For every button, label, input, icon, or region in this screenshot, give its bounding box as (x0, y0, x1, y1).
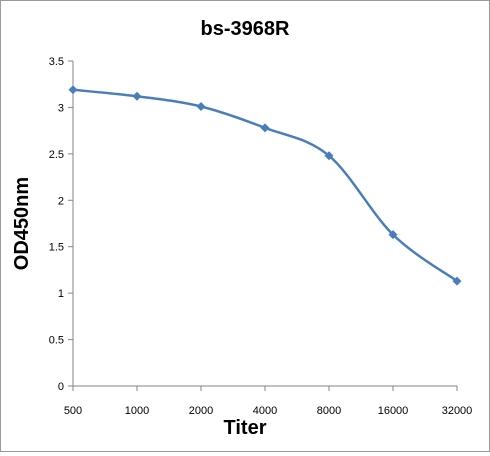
x-tick-label: 8000 (317, 405, 341, 417)
y-tick-label: 3 (58, 102, 64, 114)
y-tick-label: 1.5 (49, 242, 64, 254)
y-tick-label: 0 (58, 381, 64, 393)
y-tick-label: 1 (58, 288, 64, 300)
chart-title: bs-3968R (201, 18, 290, 40)
y-tick-label: 2.5 (49, 149, 64, 161)
data-point (324, 151, 334, 161)
series-line (72, 88, 458, 283)
x-tick-label: 32000 (442, 405, 473, 417)
data-point (452, 276, 462, 286)
y-tick-label: 3.5 (49, 56, 64, 68)
x-tick-label: 4000 (253, 405, 277, 417)
x-tick-label: 500 (64, 405, 82, 417)
x-tick-label: 2000 (189, 405, 213, 417)
y-tick-label: 2 (58, 195, 64, 207)
data-point (68, 85, 78, 95)
data-point (196, 102, 206, 111)
y-axis-label: OD450nm (11, 177, 33, 270)
data-point (132, 91, 142, 101)
x-axis-label: Titer (224, 417, 267, 439)
data-point (260, 123, 270, 133)
data-point (388, 230, 398, 240)
x-tick-label: 16000 (378, 405, 409, 417)
x-tick-label: 1000 (125, 405, 149, 417)
y-tick-label: 0.5 (49, 335, 64, 347)
